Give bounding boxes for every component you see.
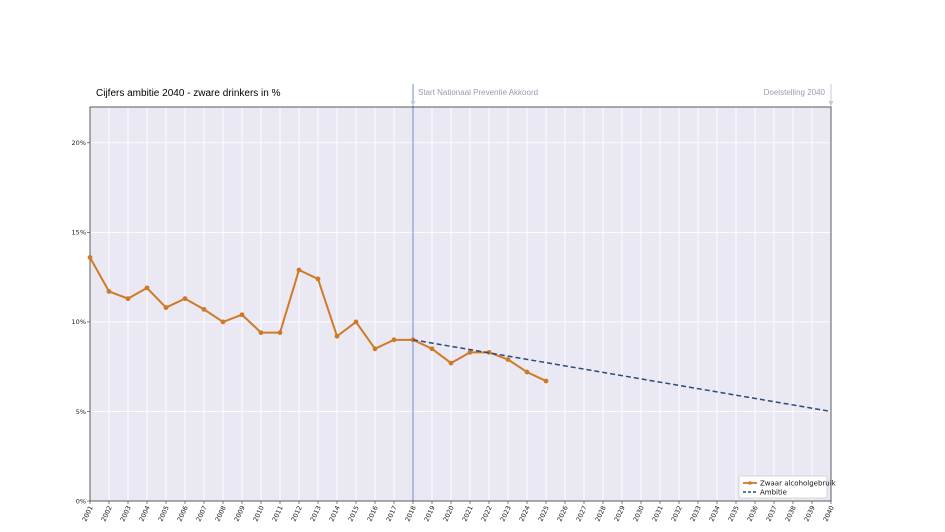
data-point	[144, 285, 150, 291]
x-tick-label: 2012	[290, 504, 304, 522]
y-tick-label: 5%	[76, 408, 86, 416]
data-point	[372, 346, 378, 352]
data-point	[467, 349, 473, 355]
x-tick-label: 2003	[119, 504, 133, 522]
data-point	[391, 337, 397, 343]
x-tick-label: 2021	[461, 504, 475, 522]
x-tick-label: 2015	[347, 504, 361, 522]
x-tick-label: 2013	[309, 504, 323, 522]
chart-title: Cijfers ambitie 2040 - zware drinkers in…	[96, 88, 281, 99]
x-tick-label: 2039	[803, 504, 817, 522]
annotation-goal: Doelstelling 2040	[764, 88, 826, 97]
y-tick-label: 15%	[72, 229, 86, 237]
data-point	[353, 319, 359, 325]
legend-box	[738, 475, 828, 499]
plot-background	[90, 107, 831, 501]
data-point	[448, 360, 454, 366]
data-point	[486, 349, 492, 355]
data-point	[429, 346, 435, 352]
data-point	[296, 267, 302, 273]
x-tick-label: 2024	[518, 504, 532, 522]
x-tick-label: 2028	[594, 504, 608, 522]
data-point	[334, 333, 340, 339]
x-tick-label: 2014	[328, 504, 342, 522]
data-point	[106, 289, 112, 294]
data-point	[239, 312, 245, 318]
data-point	[163, 305, 169, 310]
legend-label-series-1: Ambitie	[760, 489, 787, 497]
x-tick-label: 2038	[784, 504, 798, 522]
x-tick-label: 2009	[233, 504, 247, 522]
x-tick-label: 2017	[385, 504, 399, 522]
y-tick-label: 0%	[76, 497, 86, 505]
data-point	[182, 296, 188, 302]
x-tick-label: 2033	[689, 504, 703, 522]
data-point	[201, 306, 207, 312]
plot-frame	[89, 106, 832, 502]
x-axis-ticks: 2001 2002 2003 2004 2005 2006 2007 2008 2009 2010…	[81, 501, 836, 523]
x-tick-label: 2020	[442, 504, 456, 522]
data-point	[277, 330, 283, 336]
data-point	[125, 296, 131, 302]
doelstelling-arrow-icon	[828, 101, 834, 106]
y-tick-label: 20%	[72, 139, 86, 147]
x-tick-label: 2036	[746, 504, 760, 522]
series-line-1	[412, 339, 832, 413]
x-tick-label: 2023	[499, 504, 513, 522]
x-tick-label: 2016	[366, 504, 380, 522]
x-tick-label: 2011	[271, 504, 285, 522]
data-point	[258, 330, 264, 336]
x-tick-label: 2010	[252, 504, 266, 522]
x-tick-label: 2027	[575, 504, 589, 522]
x-tick-label: 2005	[157, 504, 171, 522]
annotation-start: Start Nationaal Preventie Akkoord	[418, 88, 538, 97]
x-tick-label: 2025	[537, 504, 551, 522]
y-tick-label: 10%	[72, 318, 86, 326]
legend-marker-series-0	[748, 481, 752, 485]
data-point	[524, 369, 530, 375]
x-tick-label: 2007	[195, 504, 209, 522]
x-tick-label: 2034	[708, 504, 722, 522]
x-tick-label: 2004	[138, 504, 152, 522]
x-tick-label: 2029	[613, 504, 627, 522]
y-axis-ticks: 0% 5% 10% 15% 20%	[72, 139, 90, 505]
x-tick-label: 2026	[556, 504, 570, 522]
x-tick-label: 2030	[632, 504, 646, 522]
legend-label-series-0: Zwaar alcoholgebruik	[760, 480, 837, 488]
x-tick-label: 2037	[765, 504, 779, 522]
data-point	[315, 276, 321, 282]
x-tick-label: 2001	[81, 504, 95, 522]
x-tick-label: 2019	[423, 504, 437, 522]
x-tick-label: 2002	[100, 504, 114, 522]
data-point	[87, 255, 93, 260]
data-point	[505, 357, 511, 362]
data-point	[220, 319, 226, 325]
legend: Zwaar alcoholgebruik Ambitie	[738, 475, 837, 499]
data-point	[543, 378, 549, 384]
x-tick-label: 2018	[404, 504, 418, 522]
x-tick-label: 2022	[480, 504, 494, 522]
x-tick-label: 2032	[670, 504, 684, 522]
x-tick-label: 2040	[822, 504, 836, 522]
x-tick-label: 2008	[214, 504, 228, 522]
x-tick-label: 2035	[727, 504, 741, 522]
x-tick-label: 2006	[176, 504, 190, 522]
preventie-arrow-icon	[410, 101, 416, 106]
x-tick-label: 2031	[651, 504, 665, 522]
series-layer	[87, 255, 832, 413]
